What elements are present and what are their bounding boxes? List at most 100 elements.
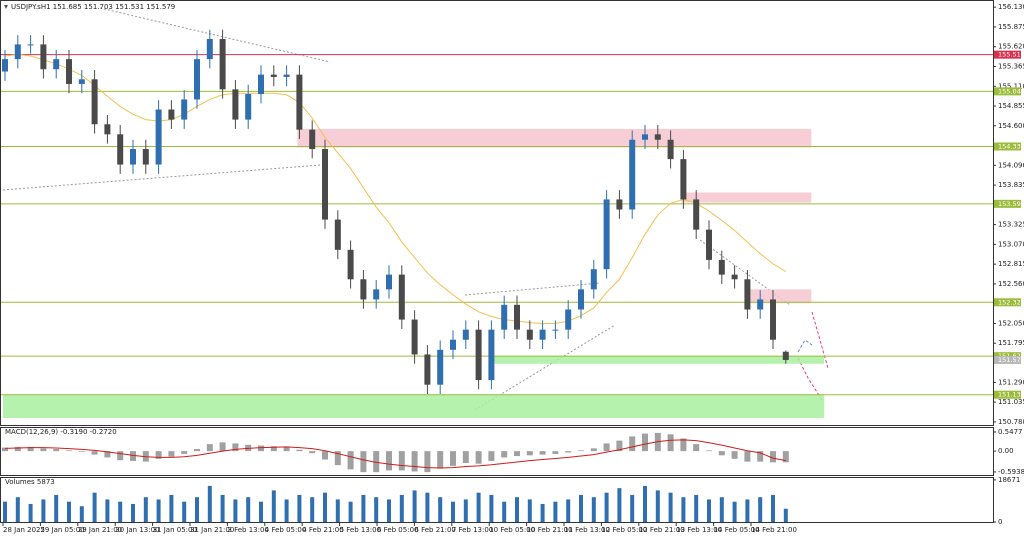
symbol-icon	[4, 5, 8, 9]
macd-bar	[642, 433, 648, 452]
volume-bar	[540, 503, 545, 522]
x-tick-label: 13 Feb 13:00	[676, 526, 722, 534]
y-tick-label: 155.365	[998, 62, 1024, 70]
volume-bar	[412, 490, 417, 522]
macd-bar	[219, 442, 226, 452]
macd-bar	[514, 451, 520, 457]
volume-bar	[246, 497, 251, 522]
candle-body	[168, 109, 175, 120]
macd-bar	[718, 451, 725, 456]
macd-bar	[181, 451, 188, 454]
volume-bar	[361, 494, 366, 522]
macd-bar	[539, 451, 546, 455]
zone	[489, 356, 825, 364]
x-tick-label: 6 Feb 05:00	[377, 526, 418, 534]
volume-title: Volumes 5873	[5, 478, 55, 486]
level-label-box	[994, 199, 1021, 208]
y-tick-label: -0.5938	[998, 468, 1024, 476]
volume-bar	[604, 492, 609, 522]
macd-bar	[578, 450, 584, 452]
x-tick-label: 30 Jan 13:00	[115, 526, 159, 534]
candle-body	[104, 124, 111, 135]
candle-body	[590, 269, 597, 290]
volume-bar	[579, 494, 583, 522]
y-tick-label: 0.5477	[998, 428, 1023, 436]
volume-bar	[15, 497, 20, 522]
candle-body	[642, 134, 648, 140]
candle-body	[232, 89, 239, 120]
macd-bar	[91, 451, 98, 455]
macd-bar	[706, 450, 712, 452]
macd-bar	[2, 447, 8, 452]
volume-bar	[438, 497, 443, 522]
volume-bar	[771, 494, 775, 522]
volume-bar	[297, 494, 302, 522]
y-tick-label: 0.00	[998, 447, 1014, 455]
y-tick-label: 151.290	[998, 378, 1024, 386]
volume-bar	[783, 508, 788, 522]
candle-body	[526, 329, 533, 340]
volume-bar	[630, 494, 635, 522]
candle-body	[373, 289, 380, 300]
zone	[297, 128, 812, 148]
x-tick-label: 10 Feb 05:00	[489, 526, 535, 534]
candle-body	[194, 59, 200, 100]
volume-bar	[425, 492, 430, 522]
macd-bar	[360, 451, 367, 473]
candle-body	[14, 44, 21, 60]
candle-body	[744, 279, 751, 310]
candle-body	[181, 99, 188, 120]
volume-bar	[553, 501, 558, 522]
candle-body	[258, 74, 264, 95]
x-tick-label: 4 Feb 21:00	[302, 526, 343, 534]
volume-pane	[0, 477, 994, 523]
macd-bar	[693, 444, 700, 452]
candle-body	[27, 44, 34, 46]
zone	[681, 192, 812, 203]
y-tick-label: 153.070	[998, 240, 1024, 248]
level-label-box	[994, 142, 1021, 151]
candle-body	[130, 149, 136, 165]
volume-bar	[591, 497, 596, 522]
y-tick-label: 152.815	[998, 260, 1024, 268]
candle-body	[283, 74, 290, 77]
x-tick-label: 29 Jan 05:00	[40, 526, 84, 534]
candle-body	[296, 74, 303, 130]
volume-bar	[105, 499, 110, 522]
candle-body	[411, 319, 418, 355]
level-label-box	[994, 87, 1021, 96]
candle-body	[629, 139, 636, 210]
macd-bar	[616, 440, 623, 452]
y-tick-label: 155.620	[998, 43, 1024, 51]
y-tick-label: 151.795	[998, 339, 1024, 347]
level-label-box	[994, 50, 1021, 59]
macd-bar	[66, 450, 72, 452]
candle-body	[488, 329, 495, 381]
level-label-box	[994, 390, 1021, 399]
y-tick-label: 151.035	[998, 398, 1024, 406]
candle-body	[654, 134, 661, 140]
level-label: 151.131	[998, 391, 1024, 399]
macd-bar	[373, 451, 380, 473]
macd-bar	[232, 443, 239, 452]
volume-bar	[271, 490, 276, 522]
candle-body	[514, 304, 520, 330]
y-tick-label: 156.130	[998, 3, 1024, 11]
volume-bar	[156, 499, 161, 522]
volume-bar	[131, 503, 135, 522]
candle-body	[78, 79, 85, 84]
volume-bar	[489, 494, 494, 522]
macd-bar	[731, 451, 738, 459]
level-label: 152.323	[998, 298, 1024, 306]
candle-body	[680, 159, 687, 200]
volume-bar	[681, 497, 686, 522]
x-tick-label: 3 Feb 13:00	[227, 526, 268, 534]
volume-bar	[643, 485, 647, 522]
volume-bar	[399, 494, 404, 522]
candle-body	[552, 329, 559, 331]
macd-bar	[155, 451, 162, 459]
zone	[3, 394, 825, 419]
macd-bar	[296, 449, 303, 452]
macd-bar	[744, 451, 751, 462]
x-tick-label: 4 Feb 05:00	[265, 526, 306, 534]
